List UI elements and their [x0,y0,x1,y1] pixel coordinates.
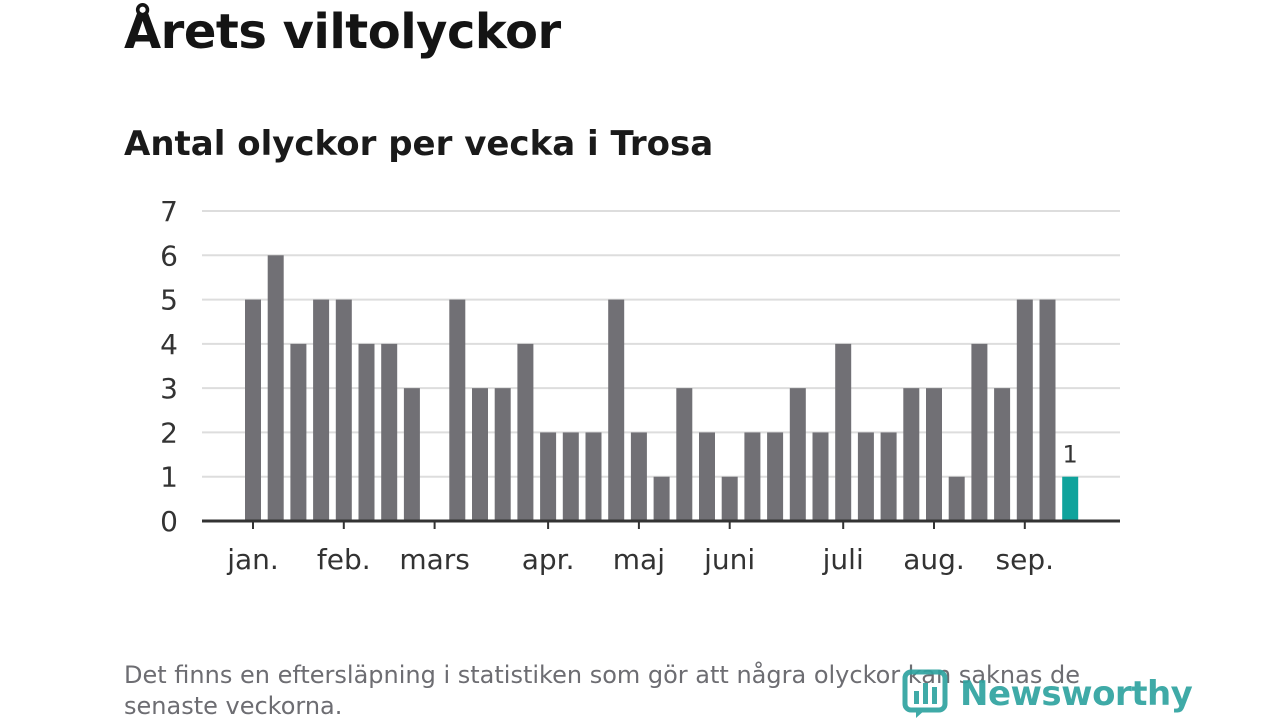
bar [653,476,670,521]
bar [472,388,488,521]
bar [699,432,715,521]
bar [403,388,420,521]
bar [971,343,988,521]
newsworthy-logo-icon [902,669,948,718]
bar [1016,299,1033,521]
x-tick-label: apr. [522,543,575,576]
newsworthy-logo: Newsworthy [902,668,1193,720]
bar [358,343,375,521]
bar [812,432,829,521]
y-tick-label: 3 [160,372,178,405]
x-tick-label: feb. [317,543,371,576]
newsworthy-logo-text: Newsworthy [960,674,1193,714]
bar [835,343,852,521]
bar [948,476,965,521]
y-tick-label: 4 [160,328,178,361]
bar [267,255,284,522]
bar [1039,299,1056,521]
bar [608,299,625,521]
bar [926,388,942,521]
bar [630,432,647,521]
bar [744,432,761,521]
data-label: 1 [1063,441,1078,469]
x-tick-label: sep. [996,543,1055,576]
bar [994,388,1011,521]
y-tick-label: 0 [160,505,178,538]
bar [290,343,307,521]
bar [449,299,466,521]
x-tick-label: jan. [226,543,279,576]
bar [767,432,784,521]
bar [494,388,511,521]
x-tick-label: mars [399,543,470,576]
x-tick-label: juli [822,543,864,576]
bar [721,476,738,521]
bar [335,299,352,521]
bar [585,432,602,521]
y-tick-label: 6 [160,239,178,272]
chart-subtitle: Antal olyckor per vecka i Trosa [124,124,714,164]
y-tick-label: 2 [160,416,178,449]
x-tick-label: juni [703,543,755,576]
bar [880,432,897,521]
bar [245,299,261,521]
bar [517,343,534,521]
y-tick-label: 1 [160,461,178,494]
x-tick-label: aug. [903,543,965,576]
bar [1062,476,1079,521]
bar [562,432,579,521]
bar [676,388,693,521]
bar [540,432,557,521]
bar [857,432,874,521]
bar [313,299,330,521]
chart-title: Årets viltolyckor [124,4,561,60]
bar [903,388,920,521]
y-tick-label: 5 [160,284,178,317]
x-tick-label: maj [613,543,665,576]
y-tick-label: 7 [160,195,178,228]
bar [789,388,806,521]
bar [381,343,398,521]
footnote: Det finns en eftersläpning i statistiken… [124,661,1080,720]
